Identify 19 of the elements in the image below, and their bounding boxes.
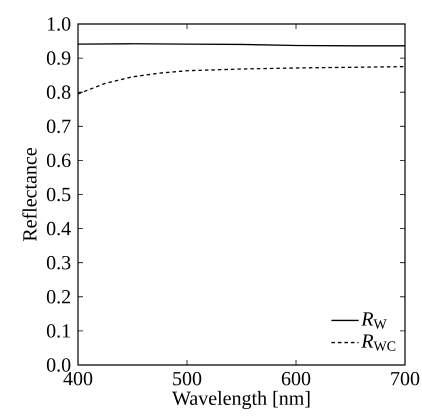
x-axis-title: Wavelength [nm] (172, 390, 310, 410)
y-tick-label: 0.5 (46, 188, 70, 202)
y-tick-label: 0.3 (46, 256, 70, 270)
y-tick-label: 0.1 (46, 324, 70, 338)
x-tick-label: 700 (391, 372, 420, 386)
legend-label: R$_{W}$ (361, 312, 387, 329)
y-tick-label: 0.8 (46, 85, 70, 99)
y-tick-label: 0.0 (46, 358, 70, 372)
legend-label: R$_{WC}$ (361, 334, 396, 351)
y-tick-label: 0.4 (46, 222, 71, 236)
x-tick-label: 400 (63, 372, 92, 386)
y-tick-label: 0.6 (46, 154, 71, 168)
x-tick-label: 500 (173, 372, 202, 386)
y-tick-label: 0.9 (46, 51, 70, 65)
y-axis-title: Reflectance (22, 148, 37, 242)
x-tick-label: 600 (282, 372, 310, 386)
y-tick-label: 1.0 (48, 17, 70, 31)
y-tick-label: 0.2 (46, 290, 70, 304)
y-tick-label: 0.7 (46, 120, 71, 134)
